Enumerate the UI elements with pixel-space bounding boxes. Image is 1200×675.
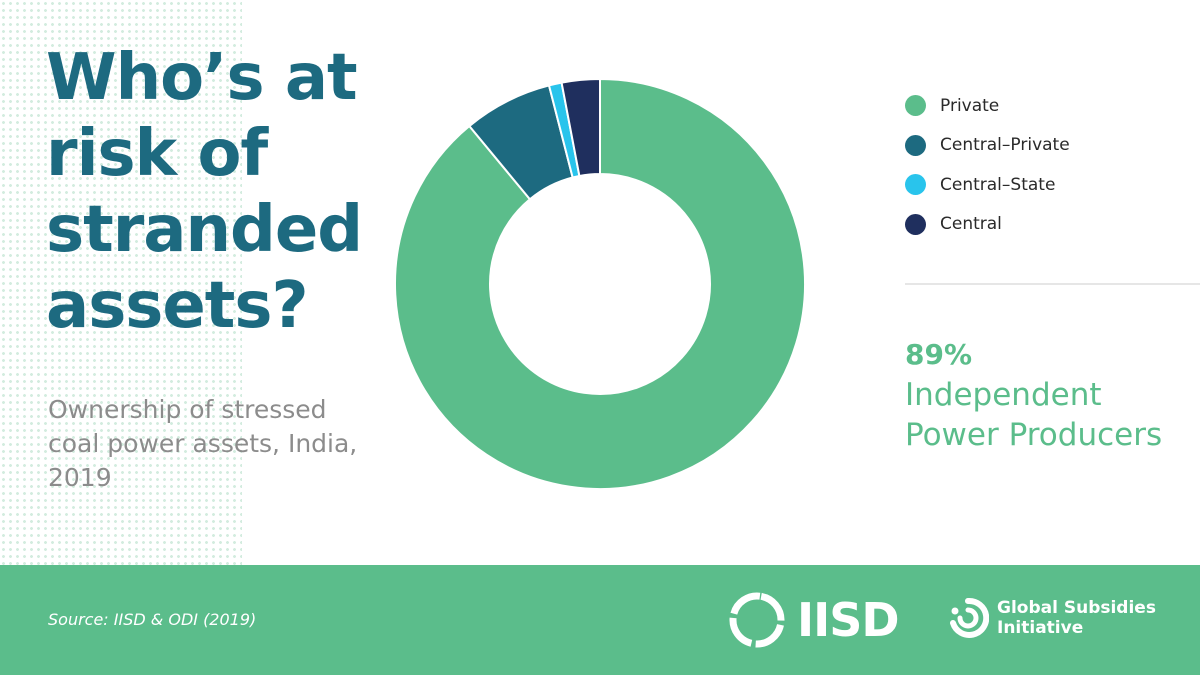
iisd-logo-text: IISD <box>797 593 900 647</box>
source-note: Source: IISD & ODI (2019) <box>48 610 257 629</box>
legend-label-central-state: Central–State <box>940 174 1056 195</box>
iisd-logo: IISD <box>727 590 900 650</box>
legend-swatch-central-private <box>905 134 926 156</box>
gsi-logo-line2: Initiative <box>997 618 1084 638</box>
legend-item-central: Central <box>905 205 1070 245</box>
legend-item-central-private: Central–Private <box>905 126 1070 166</box>
legend-label-private: Private <box>940 95 1000 116</box>
donut-chart <box>394 77 806 490</box>
chart-legend: Private Central–Private Central–State Centr… <box>905 86 1070 244</box>
iisd-ring-icon <box>729 592 785 648</box>
legend-label-central-private: Central–Private <box>940 135 1070 156</box>
legend-swatch-central-state <box>905 174 926 196</box>
dotted-background <box>0 0 242 565</box>
divider <box>905 283 1200 285</box>
callout: 89% Independent Power Producers <box>905 335 1195 455</box>
footer: Source: IISD & ODI (2019) IISD Global Su… <box>0 565 1200 675</box>
donut-slice-private <box>394 77 806 490</box>
callout-label: Independent Power Producers <box>905 377 1163 453</box>
gsi-logo-line1: Global Subsidies <box>997 598 1156 618</box>
gsi-logo: Global Subsidies Initiative <box>947 597 1156 639</box>
legend-swatch-private <box>905 95 926 117</box>
legend-swatch-central <box>905 213 926 235</box>
legend-item-central-state: Central–State <box>905 165 1070 205</box>
donut-slice-central <box>560 77 601 178</box>
chart-subtitle: Ownership of stressed coal power assets,… <box>48 395 358 492</box>
legend-label-central: Central <box>940 214 1002 235</box>
page-title: Who’s at risk of stranded assets? <box>46 41 363 343</box>
legend-item-private: Private <box>905 86 1070 126</box>
callout-value: 89% <box>905 338 973 371</box>
gsi-swirl-icon <box>950 597 989 638</box>
